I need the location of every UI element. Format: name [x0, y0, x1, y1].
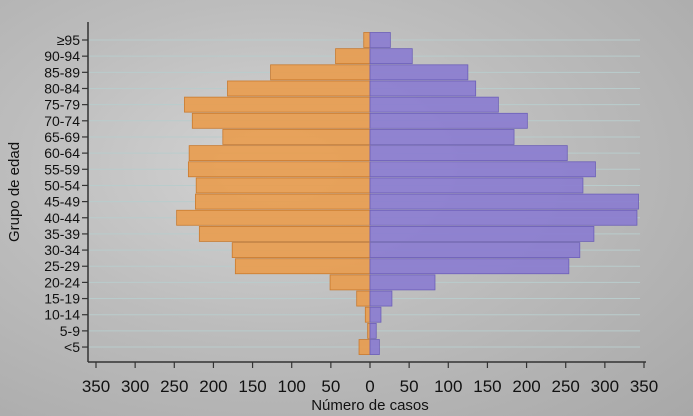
bar-right-20-24	[369, 274, 436, 291]
category-label: 45-49	[44, 194, 80, 210]
y-axis-title: Grupo de edad	[6, 142, 23, 242]
category-label: 40-44	[44, 210, 80, 226]
bar-right-30-34	[369, 242, 581, 258]
bar-right-15-19	[369, 290, 393, 307]
bar-right-25-29	[369, 258, 570, 275]
bar-right-65-69	[369, 129, 515, 145]
bar-left-60-64	[188, 145, 371, 162]
category-label: 70-74	[44, 113, 80, 129]
bar-left-40-44	[176, 209, 371, 226]
category-label: 20-24	[44, 274, 80, 290]
bar-right-≥95	[369, 32, 391, 48]
category-label: <5	[64, 339, 80, 355]
bar-left-30-34	[231, 242, 371, 258]
bars	[176, 32, 639, 355]
bar-left-25-29	[234, 258, 371, 275]
x-tick-label: 350	[630, 377, 658, 396]
category-label: 15-19	[44, 291, 80, 307]
category-label: 5-9	[60, 323, 80, 339]
bar-left-≥95	[363, 32, 371, 48]
bar-right-75-79	[369, 96, 499, 113]
x-tick-label: 150	[238, 377, 266, 396]
bar-left-75-79	[184, 96, 371, 113]
bar-left-20-24	[329, 274, 371, 291]
category-label: 30-34	[44, 242, 80, 258]
bar-right-<5	[369, 339, 380, 355]
bar-right-5-9	[369, 322, 377, 339]
bar-left-85-89	[270, 64, 371, 81]
bar-left-35-39	[198, 226, 371, 242]
category-label: 35-39	[44, 226, 80, 242]
x-tick-label: 300	[591, 377, 619, 396]
bar-right-60-64	[369, 145, 568, 162]
x-axis-title: Número de casos	[311, 397, 429, 414]
x-tick-label: 100	[434, 377, 462, 396]
category-label: 55-59	[44, 161, 80, 177]
y-category-labels: <55-910-1415-1920-2425-2930-3435-3940-44…	[44, 32, 88, 355]
bar-right-50-54	[369, 177, 584, 194]
bar-left-45-49	[195, 193, 371, 210]
category-label: 50-54	[44, 177, 80, 193]
x-tick-label: 50	[400, 377, 419, 396]
x-tick-label: 100	[278, 377, 306, 396]
bar-left-15-19	[356, 290, 371, 307]
category-label: 85-89	[44, 64, 80, 80]
bar-right-80-84	[369, 80, 477, 97]
x-tick-label: 50	[321, 377, 340, 396]
bar-left-80-84	[227, 80, 371, 97]
bar-right-90-94	[369, 48, 413, 65]
bar-right-10-14	[369, 306, 382, 323]
category-label: 25-29	[44, 258, 80, 274]
bar-right-70-74	[369, 112, 528, 129]
bar-left-70-74	[191, 112, 371, 129]
bar-left-55-59	[187, 161, 371, 178]
x-tick-label: 250	[160, 377, 188, 396]
bar-left-65-69	[222, 129, 371, 145]
bar-left-50-54	[195, 177, 371, 194]
category-label: 10-14	[44, 307, 80, 323]
bar-right-40-44	[369, 209, 638, 226]
x-tick-label: 200	[512, 377, 540, 396]
x-tick-label: 250	[552, 377, 580, 396]
x-tick-label: 350	[82, 377, 110, 396]
bar-right-35-39	[369, 226, 595, 242]
category-label: 90-94	[44, 48, 80, 64]
x-tick-label: 300	[121, 377, 149, 396]
x-tick-label: 150	[473, 377, 501, 396]
x-tick-label: 200	[199, 377, 227, 396]
bar-left-<5	[358, 339, 371, 355]
bar-left-90-94	[335, 48, 371, 65]
category-label: 75-79	[44, 97, 80, 113]
category-label: 80-84	[44, 80, 80, 96]
category-label: 65-69	[44, 129, 80, 145]
bar-right-55-59	[369, 161, 596, 178]
category-label: ≥95	[57, 32, 80, 48]
bar-left-10-14	[364, 306, 371, 323]
bar-right-85-89	[369, 64, 469, 81]
x-ticks: 350 300 250 200 150 100 50 0 50 100 150 200 250 300 35…	[82, 362, 658, 396]
x-tick-label: 0	[365, 377, 374, 396]
category-label: 60-64	[44, 145, 80, 161]
bar-right-45-49	[369, 193, 639, 210]
